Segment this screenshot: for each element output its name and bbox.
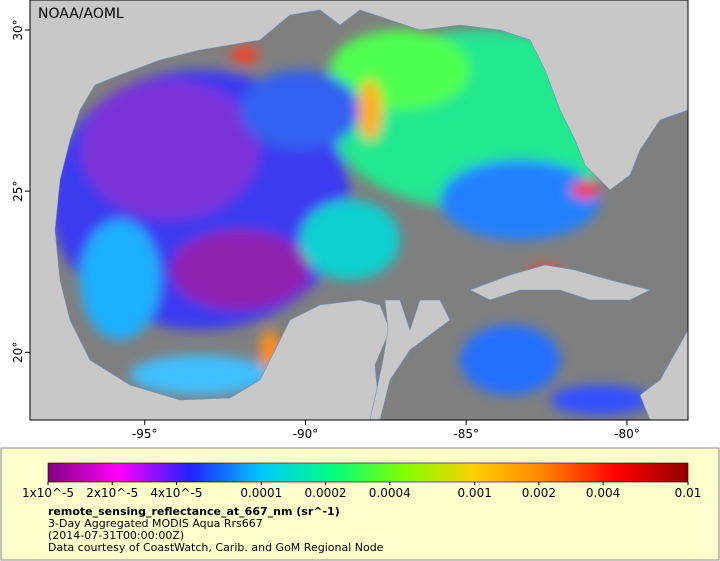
colorbar-tick-label: 0.0001 — [240, 486, 282, 500]
colorbar-tick-label: 4x10^-5 — [150, 486, 202, 500]
caption-credit: Data courtesy of CoastWatch, Carib. and … — [48, 541, 384, 554]
map-frame — [29, 0, 689, 421]
x-tick-label: -90° — [293, 427, 319, 441]
land — [30, 0, 688, 420]
caption-product: 3-Day Aggregated MODIS Aqua Rrs667 — [48, 517, 263, 530]
colorbar-tick-label: 0.0004 — [369, 486, 411, 500]
x-tick-label: -85° — [453, 427, 479, 441]
colorbar-tick-label: 2x10^-5 — [86, 486, 138, 500]
colorbar-tick-label: 1x10^-5 — [22, 486, 74, 500]
attribution: NOAA/AOML — [38, 6, 124, 22]
colorbar-tick-label: 0.004 — [586, 486, 620, 500]
reflectance-field — [50, 30, 650, 415]
colorbar-tick-label: 0.0002 — [305, 486, 347, 500]
y-tick-label: 25° — [11, 181, 25, 202]
colorbar-tick-label: 0.002 — [522, 486, 556, 500]
caption-variable: remote_sensing_reflectance_at_667_nm (sr… — [48, 505, 340, 518]
colorbar-tick-label: 0.01 — [675, 486, 702, 500]
x-tick-label: -95° — [132, 427, 158, 441]
y-tick-label: 30° — [11, 19, 25, 40]
caption-time: (2014-07-31T00:00:00Z) — [48, 529, 184, 542]
colorbar-tick-label: 0.001 — [457, 486, 491, 500]
map-area — [30, 0, 688, 420]
y-tick-label: 20° — [11, 342, 25, 363]
x-tick-label: -80° — [614, 427, 640, 441]
colorbar — [47, 462, 689, 483]
